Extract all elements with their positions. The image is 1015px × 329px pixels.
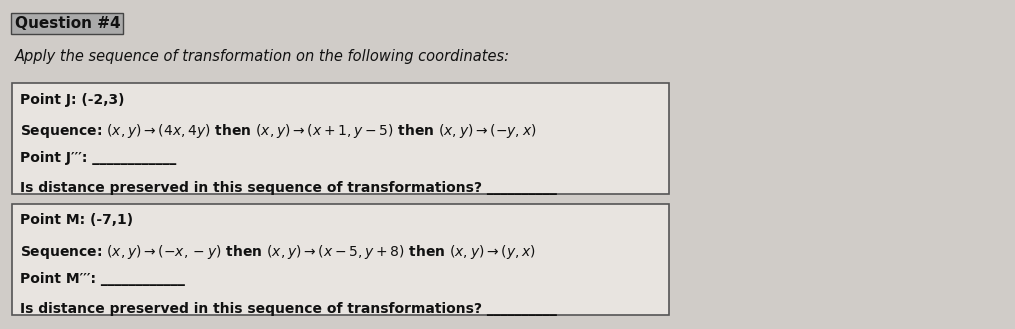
Text: Point M′′′: ____________: Point M′′′: ____________: [19, 272, 185, 286]
Text: Is distance preserved in this sequence of transformations? __________: Is distance preserved in this sequence o…: [19, 301, 556, 316]
Text: Question #4: Question #4: [14, 16, 120, 31]
FancyBboxPatch shape: [11, 83, 670, 194]
Text: Is distance preserved in this sequence of transformations? __________: Is distance preserved in this sequence o…: [19, 181, 556, 195]
Text: Sequence: $(x, y) \rightarrow (4x, 4y)$ then $(x, y) \rightarrow (x + 1, y - 5)$: Sequence: $(x, y) \rightarrow (4x, 4y)$ …: [19, 122, 536, 140]
Text: Point J′′′: ____________: Point J′′′: ____________: [19, 151, 176, 165]
Text: Point J: (-2,3): Point J: (-2,3): [19, 93, 124, 107]
Text: Sequence: $(x, y) \rightarrow (-x, -y)$ then $(x, y) \rightarrow (x - 5, y + 8)$: Sequence: $(x, y) \rightarrow (-x, -y)$ …: [19, 243, 536, 261]
FancyBboxPatch shape: [11, 204, 670, 315]
Text: Point M: (-7,1): Point M: (-7,1): [19, 214, 133, 227]
Text: Apply the sequence of transformation on the following coordinates:: Apply the sequence of transformation on …: [14, 49, 510, 64]
